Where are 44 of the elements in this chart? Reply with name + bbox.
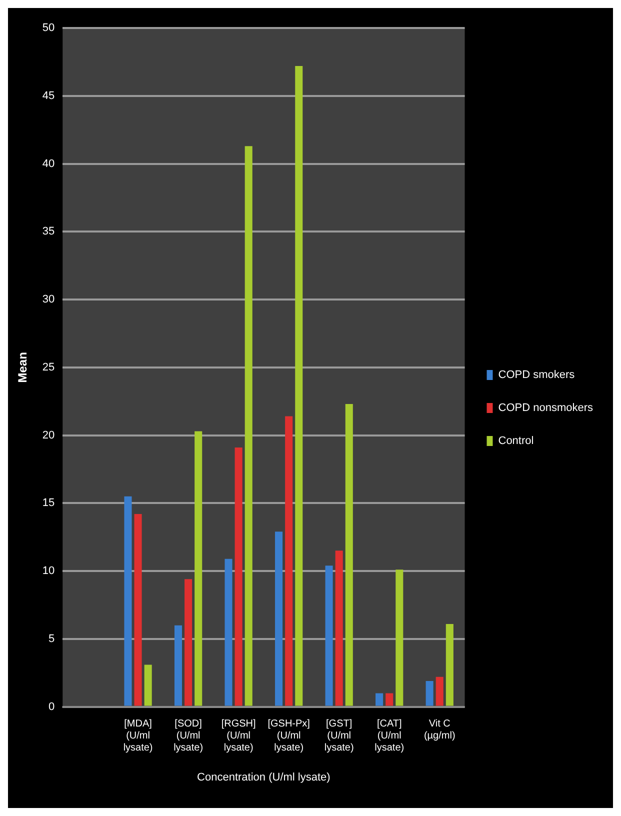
bar [224,558,232,706]
x-tick-label: [CAT] (U/ml lysate) [374,718,404,754]
x-tick-label: [GSH-Px] (U/ml lysate) [268,718,310,754]
y-tick-label: 40 [42,158,55,170]
bar [426,681,434,706]
bar [325,566,333,706]
x-tick-label: [SOD] (U/ml lysate) [174,718,204,754]
y-tick-label: 15 [42,497,55,510]
y-tick-label: 20 [42,429,55,442]
y-tick-label: 50 [42,22,55,34]
bar [124,496,132,706]
bar [436,676,444,706]
y-tick-label: 30 [42,294,55,306]
bar [144,664,152,706]
legend-label: COPD smokers [498,369,576,382]
bar [174,625,182,706]
y-tick-label: 10 [42,565,55,578]
y-axis-title: Mean [16,352,30,383]
x-tick-label: [RGSH] (U/ml lysate) [221,718,256,754]
bar [396,570,404,706]
bar [345,404,353,706]
bar [275,532,283,706]
bar [194,431,202,706]
bar [376,693,384,706]
bar [335,550,343,706]
bar [386,693,394,706]
x-tick-label: [MDA] (U/ml lysate) [123,718,153,754]
x-tick-label: Vit C (µg/ml) [424,718,456,742]
legend-label: COPD nonsmokers [498,402,594,414]
y-tick-label: 45 [42,90,55,102]
bar [184,579,192,706]
legend-label: Control [498,435,534,448]
y-tick-label: 35 [42,226,55,238]
bar [234,448,242,706]
bar [285,416,293,706]
bar [244,146,252,706]
x-tick-label: [GST] (U/ml lysate) [324,718,354,754]
y-tick-label: 0 [48,700,55,713]
y-tick-label: 25 [42,361,55,374]
bar [446,624,454,706]
x-axis-title: Concentration (U/ml lysate) [197,771,330,784]
bar [295,66,303,706]
bar [134,514,142,706]
y-tick-label: 5 [48,632,55,645]
